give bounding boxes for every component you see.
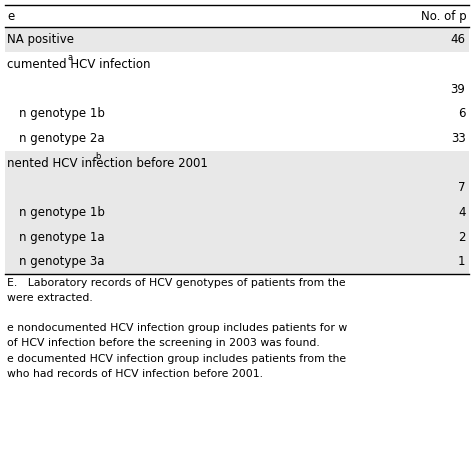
Bar (5, 225, 469, 249)
Text: 46: 46 (450, 33, 465, 46)
Text: 1: 1 (458, 255, 465, 268)
Text: 7: 7 (458, 181, 465, 194)
Text: nented HCV infection before 2001: nented HCV infection before 2001 (7, 156, 208, 170)
Text: 33: 33 (451, 132, 465, 145)
Bar (5, 77, 469, 101)
Text: who had records of HCV infection before 2001.: who had records of HCV infection before … (7, 369, 263, 379)
Bar (5, 200, 469, 225)
Bar (5, 126, 469, 151)
Text: n genotype 3a: n genotype 3a (19, 255, 104, 268)
Bar (5, 27, 469, 52)
Text: n genotype 1b: n genotype 1b (19, 206, 105, 219)
Text: n genotype 1b: n genotype 1b (19, 107, 105, 120)
Text: e: e (7, 9, 14, 23)
Bar (5, 175, 469, 200)
Text: e documented HCV infection group includes patients from the: e documented HCV infection group include… (7, 354, 346, 364)
Text: b: b (95, 152, 100, 161)
Text: No. of p: No. of p (421, 9, 467, 23)
Bar (5, 249, 469, 274)
Bar (5, 151, 469, 175)
Text: 4: 4 (458, 206, 465, 219)
Text: of HCV infection before the screening in 2003 was found.: of HCV infection before the screening in… (7, 338, 320, 348)
Text: NA positive: NA positive (7, 33, 74, 46)
Text: 6: 6 (458, 107, 465, 120)
Bar (5, 52, 469, 77)
Text: 2: 2 (458, 230, 465, 244)
Text: were extracted.: were extracted. (7, 293, 93, 303)
Text: n genotype 2a: n genotype 2a (19, 132, 105, 145)
Text: E.   Laboratory records of HCV genotypes of patients from the: E. Laboratory records of HCV genotypes o… (7, 278, 346, 288)
Bar (5, 101, 469, 126)
Text: e nondocumented HCV infection group includes patients for w: e nondocumented HCV infection group incl… (7, 323, 347, 333)
Text: a: a (68, 53, 73, 62)
Text: cumented HCV infection: cumented HCV infection (7, 58, 151, 71)
Text: 39: 39 (451, 82, 465, 96)
Text: n genotype 1a: n genotype 1a (19, 230, 105, 244)
